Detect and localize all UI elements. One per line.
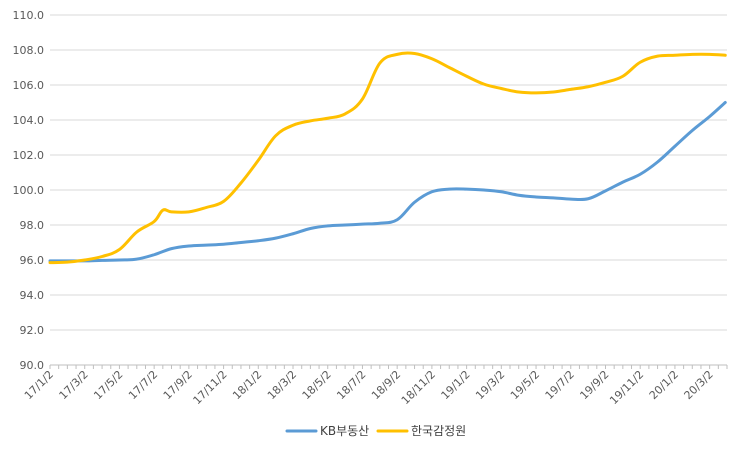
x-tick-label: 19/1/2 [439,368,473,402]
y-tick-label: 94.0 [20,289,45,302]
axes: 90.0 92.0 94.0 96.0 98.0 100.0 102.0 104.0 106.0… [13,9,728,407]
x-tick-label: 18/9/2 [369,368,403,402]
series-line-2 [48,51,727,265]
x-tick-label: 17/9/2 [161,368,195,402]
y-tick-label: 98.0 [20,219,45,232]
series-line-1 [48,101,727,263]
series-lines [48,51,727,265]
x-tick-label: 18/11/2 [399,368,438,407]
x-tick-label: 18/5/2 [300,368,334,402]
y-tick-label: 110.0 [13,9,45,22]
y-tick-label: 104.0 [13,114,45,127]
x-tick-label: 17/5/2 [91,368,125,402]
y-tick-label: 108.0 [13,44,45,57]
x-tick-label: 20/1/2 [647,368,681,402]
x-tick-label: 18/1/2 [230,368,264,402]
x-tick-label: 17/1/2 [22,368,56,402]
y-tick-label: 96.0 [20,254,45,267]
x-tick-label: 19/5/2 [508,368,542,402]
y-tick-label: 90.0 [20,359,45,372]
x-tick-label: 17/11/2 [191,368,230,407]
legend-label-1: KB부동산 [320,424,369,438]
y-tick-label: 106.0 [13,79,45,92]
y-tick-label: 102.0 [13,149,45,162]
x-tick-label: 17/3/2 [57,368,91,402]
x-tick-label: 19/9/2 [577,368,611,402]
x-tick-label: 19/7/2 [543,368,577,402]
x-tick-label: 20/3/2 [682,368,716,402]
x-tick-label: 19/3/2 [473,368,507,402]
x-tick-label: 18/3/2 [265,368,299,402]
y-tick-label: 92.0 [20,324,45,337]
x-tick-label: 19/11/2 [607,368,646,407]
gridlines [50,14,727,331]
x-tick-label: 17/7/2 [126,368,160,402]
y-tick-label: 100.0 [13,184,45,197]
x-tick-label: 18/7/2 [334,368,368,402]
legend: KB부동산 한국감정원 [285,424,466,438]
legend-label-2: 한국감정원 [411,424,466,438]
